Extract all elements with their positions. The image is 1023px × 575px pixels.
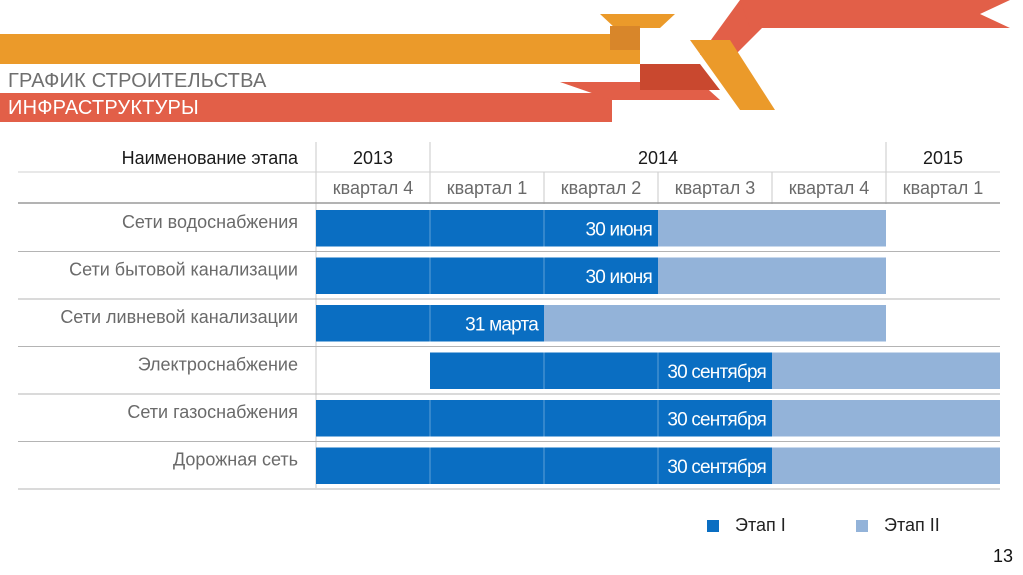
row-label-2: Сети ливневой канализации xyxy=(60,307,298,327)
row-label-0: Сети водоснабжения xyxy=(122,212,298,232)
page-title-line-1: ГРАФИК СТРОИТЕЛЬСТВА xyxy=(8,70,267,92)
quarter-label-4: квартал 4 xyxy=(789,178,869,198)
quarter-label-3: квартал 3 xyxy=(675,178,755,198)
quarter-label-5: квартал 1 xyxy=(903,178,983,198)
bar-phase2-1 xyxy=(658,257,886,294)
bar-label-0: 30 июня xyxy=(586,219,652,240)
bar-phase1-0 xyxy=(316,210,658,247)
quarter-label-1: квартал 1 xyxy=(447,178,527,198)
page-title-line-2: ИНФРАСТРУКТУРЫ xyxy=(8,97,199,119)
legend-label-phase-2: Этап II xyxy=(884,515,940,535)
bar-label-1: 30 июня xyxy=(586,267,652,288)
bar-phase2-2 xyxy=(544,305,886,342)
quarter-label-0: квартал 4 xyxy=(333,178,413,198)
decorative-ribbons xyxy=(0,0,1010,122)
legend-item-phase-2: Этап II xyxy=(856,515,940,536)
year-label-2: 2015 xyxy=(923,148,963,168)
row-label-4: Сети газоснабжения xyxy=(127,402,298,422)
legend-swatch-phase-2 xyxy=(856,519,868,532)
bar-label-4: 30 сентября xyxy=(667,409,766,430)
legend-label-phase-1: Этап I xyxy=(735,515,786,535)
bar-label-2: 31 марта xyxy=(465,314,539,335)
bar-phase1-4 xyxy=(316,400,772,437)
bar-phase2-4 xyxy=(772,400,1000,437)
legend-swatch-phase-1 xyxy=(707,519,719,532)
bar-phase1-1 xyxy=(316,257,658,294)
bar-phase1-5 xyxy=(316,447,772,484)
bar-phase1-3 xyxy=(430,352,772,389)
page-number: 13 xyxy=(993,546,1014,566)
bar-phase2-0 xyxy=(658,210,886,247)
legend-item-phase-1: Этап I xyxy=(707,515,786,536)
row-label-5: Дорожная сеть xyxy=(173,450,298,470)
bar-label-3: 30 сентября xyxy=(667,362,766,383)
bar-phase2-5 xyxy=(772,447,1000,484)
gantt-texts: Наименование этапа 2013 2014 2015 квартал 4 к… xyxy=(60,148,983,478)
bar-phase2-3 xyxy=(772,352,1000,389)
quarter-label-2: квартал 2 xyxy=(561,178,641,198)
year-label-1: 2014 xyxy=(638,148,678,168)
row-label-3: Электроснабжение xyxy=(138,355,298,375)
stage-header: Наименование этапа xyxy=(122,148,299,168)
year-label-0: 2013 xyxy=(353,148,393,168)
gantt-bars xyxy=(316,210,1000,484)
bar-label-5: 30 сентября xyxy=(667,457,766,478)
row-label-1: Сети бытовой канализации xyxy=(69,260,298,280)
bar-phase1-2 xyxy=(316,305,544,342)
